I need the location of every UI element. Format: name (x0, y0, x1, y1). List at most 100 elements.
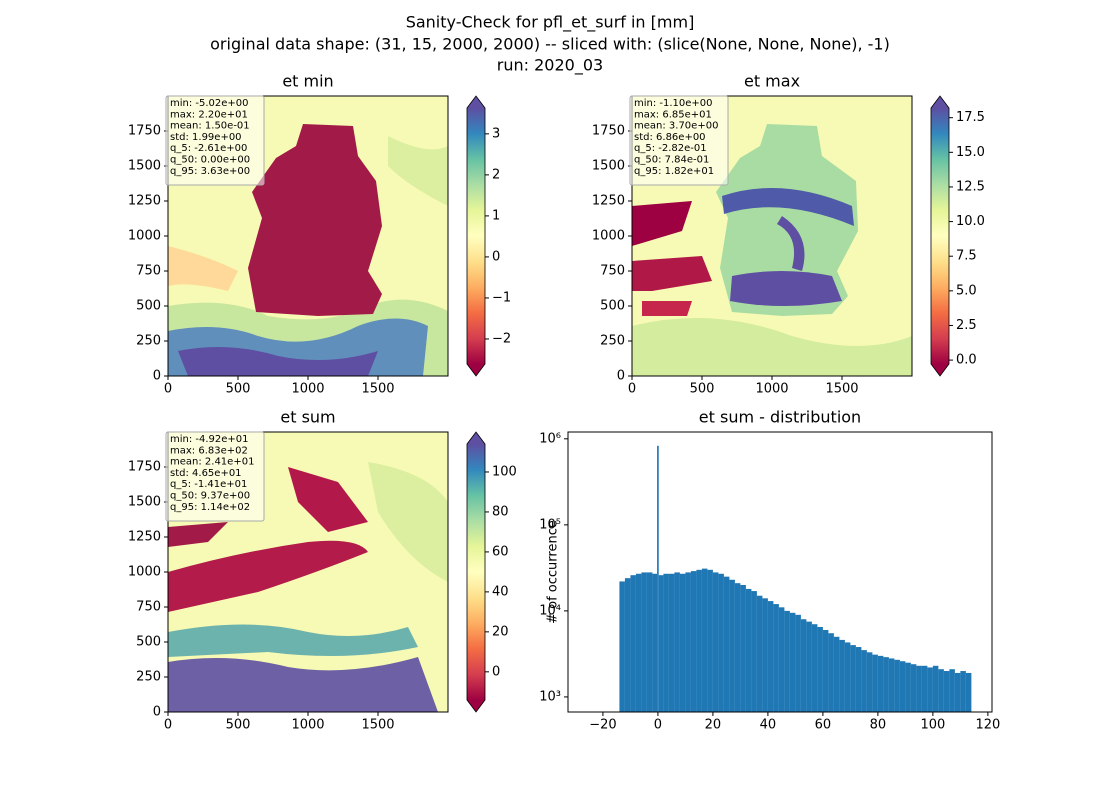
bar (960, 671, 966, 712)
bar (641, 572, 647, 712)
bar (833, 636, 840, 712)
x-tick-label: 500 (690, 382, 715, 397)
stats-line: q_50: 9.37e+00 (170, 491, 250, 502)
bar (811, 624, 818, 712)
x-tick-label: 0 (654, 718, 662, 733)
colorbar-tick-label: 2 (492, 167, 500, 182)
bar (844, 642, 851, 712)
bar (773, 604, 779, 712)
bar (916, 665, 922, 712)
x-tick-label: 1000 (755, 382, 788, 397)
bar (795, 614, 801, 712)
stats-line: q_50: 0.00e+00 (170, 155, 250, 166)
colorbar-tick-label: 0 (492, 664, 500, 679)
bar (866, 652, 873, 712)
bar (899, 661, 906, 712)
y-axis-label: # of occurrence (546, 520, 561, 624)
suptitle: run: 2020_03 (497, 56, 603, 76)
bar (949, 669, 955, 712)
suptitle: original data shape: (31, 15, 2000, 2000… (210, 35, 890, 54)
colorbar-tick-label: 0.0 (956, 353, 977, 368)
y-tick-label: 500 (136, 299, 161, 314)
colorbar-extend (931, 364, 949, 376)
colorbar-tick-label: 5.0 (956, 283, 977, 298)
axes-title: et sum (280, 408, 335, 427)
bar (674, 572, 680, 712)
bar (679, 573, 686, 712)
y-tick-label: 750 (136, 264, 161, 279)
bar (954, 672, 961, 712)
bar (635, 573, 642, 712)
bar (883, 657, 889, 712)
colorbar (467, 444, 485, 700)
y-tick-label: 1500 (128, 159, 161, 174)
x-tick-label: 40 (760, 718, 777, 733)
colorbar-outline (466, 95, 486, 377)
y-tick-label: 0 (153, 705, 161, 720)
bar (646, 572, 653, 712)
colorbar-tick-label: 60 (492, 544, 509, 559)
colorbar-tick-label: −2 (492, 331, 511, 346)
bar (685, 572, 691, 712)
bar (663, 573, 669, 712)
heatmap-image (632, 96, 912, 376)
bar (723, 576, 730, 712)
x-tick-label: 1500 (361, 382, 394, 397)
colorbar-tick-label: 10.0 (956, 214, 985, 229)
x-tick-label: 60 (815, 718, 832, 733)
bar (658, 575, 664, 712)
colorbar-tick-label: 12.5 (956, 179, 985, 194)
x-tick-label: 0 (164, 382, 172, 397)
colorbar-tick-label: 1 (492, 208, 500, 223)
stats-line: q_50: 7.84e-01 (634, 155, 709, 166)
bar (921, 665, 928, 712)
y-tick-label: 1500 (592, 159, 625, 174)
stats-line: q_95: 1.14e+02 (170, 502, 250, 513)
stats-line: max: 6.83e+02 (170, 445, 248, 456)
colorbar-outline (466, 431, 486, 713)
colorbar-outline (930, 95, 950, 377)
stats-box (629, 95, 729, 186)
stats-line: min: -1.10e+00 (634, 98, 713, 109)
colorbar-tick-label: 15.0 (956, 145, 985, 160)
bar (850, 645, 856, 712)
bar (806, 621, 812, 712)
stats-line: q_5: -1.41e+01 (170, 479, 247, 490)
stats-line: q_5: -2.82e-01 (634, 143, 707, 154)
x-tick-label: −20 (589, 718, 616, 733)
colorbar-tick-label: 20 (492, 624, 509, 639)
axes-title: et max (744, 72, 800, 91)
y-tick-label: 1750 (128, 124, 161, 139)
x-tick-label: 500 (226, 718, 251, 733)
bar (789, 612, 796, 712)
bar (778, 607, 785, 712)
stats-line: std: 1.99e+00 (170, 132, 242, 143)
bar (872, 654, 878, 712)
stats-box (165, 95, 265, 186)
y-tick-label: 10⁴ (539, 603, 561, 618)
bar (932, 665, 939, 712)
bar (894, 659, 900, 712)
colorbar (931, 108, 949, 364)
colorbar-tick-label: 40 (492, 584, 509, 599)
axes-frame (567, 431, 993, 713)
stats-line: max: 2.20e+01 (170, 109, 248, 120)
bar (756, 595, 763, 712)
axes-title: et min (282, 72, 333, 91)
y-tick-label: 10⁵ (539, 517, 561, 532)
y-tick-label: 750 (136, 600, 161, 615)
y-tick-label: 500 (136, 635, 161, 650)
stats-line: min: -5.02e+00 (170, 98, 249, 109)
bar (707, 569, 713, 712)
stats-line: mean: 3.70e+00 (634, 121, 718, 132)
bar (888, 658, 895, 712)
colorbar-tick-label: 3 (492, 126, 500, 141)
bar (767, 601, 774, 712)
bar (943, 671, 950, 712)
bar (619, 581, 625, 712)
bar (877, 655, 884, 712)
stats-line: max: 6.85e+01 (634, 109, 712, 120)
colorbar-extend (467, 432, 485, 444)
bar (718, 573, 724, 712)
